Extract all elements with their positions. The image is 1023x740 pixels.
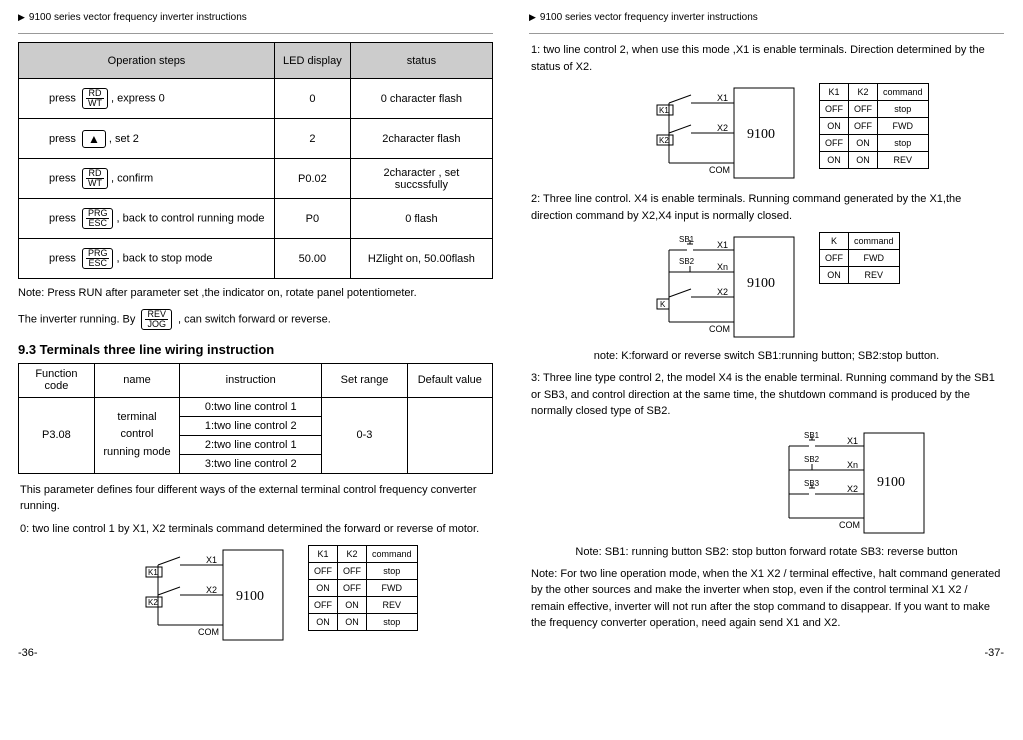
svg-text:K: K	[660, 300, 666, 309]
prg-esc-key: PRGESC	[82, 208, 114, 229]
svg-text:X2: X2	[717, 123, 728, 133]
page-left: 9100 series vector frequency inverter in…	[0, 0, 511, 665]
svg-text:COM: COM	[839, 520, 860, 530]
para-defines: This parameter defines four different wa…	[20, 482, 491, 515]
svg-text:COM: COM	[198, 627, 219, 637]
svg-text:9100: 9100	[747, 276, 775, 291]
op-h2: status	[350, 43, 492, 79]
svg-text:X2: X2	[206, 585, 217, 595]
page-right: 9100 series vector frequency inverter in…	[511, 0, 1022, 665]
rev-jog-key: REV JOG	[141, 309, 172, 330]
section-9-3: 9.3 Terminals three line wiring instruct…	[18, 342, 493, 357]
svg-text:X1: X1	[847, 436, 858, 446]
svg-text:X1: X1	[717, 240, 728, 250]
svg-text:X2: X2	[847, 484, 858, 494]
svg-text:X2: X2	[717, 287, 728, 297]
para-mode0: 0: two line control 1 by X1, X2 terminal…	[20, 521, 491, 538]
wiring-mode3: 9100 SB1 X1 SB2 Xn SB3 X2 COM	[769, 428, 1004, 538]
svg-text:Xn: Xn	[717, 262, 728, 272]
wiring-mode2: 9100 SB1 X1 SB2 Xn K X2 COM KcommandOFFF…	[649, 232, 1004, 342]
note-jog: The inverter running. By REV JOG , can s…	[18, 309, 493, 330]
svg-text:X1: X1	[717, 93, 728, 103]
svg-text:K2: K2	[659, 136, 669, 145]
svg-text:K1: K1	[659, 106, 669, 115]
truth-mode0: K1K2commandOFFOFFstopONOFFFWDOFFONREVONO…	[308, 545, 418, 631]
prg-esc-key: PRGESC	[82, 248, 114, 269]
note-k: note: K:forward or reverse switch SB1:ru…	[529, 350, 1004, 362]
svg-text:COM: COM	[709, 324, 730, 334]
page-num-right: -37-	[984, 647, 1004, 659]
truth-mode2: KcommandOFFFWDONREV	[819, 232, 900, 284]
wiring-diagram-2: 9100 SB1 X1 SB2 Xn K X2 COM	[649, 232, 799, 342]
page-num-left: -36-	[18, 647, 38, 659]
wiring-diagram-1: 9100 K1 X1 K2 X2 COM	[649, 83, 799, 183]
svg-text:SB2: SB2	[804, 455, 820, 464]
svg-text:COM: COM	[709, 165, 730, 175]
wiring-mode1: 9100 K1 X1 K2 X2 COM K1K2commandOFFOFFst…	[649, 83, 1004, 183]
up-arrow-key: ▲	[82, 130, 106, 148]
right-p2: 2: Three line control. X4 is enable term…	[531, 191, 1002, 224]
header-rule	[18, 33, 493, 34]
op-h0: Operation steps	[19, 43, 275, 79]
svg-text:9100: 9100	[747, 127, 775, 142]
operation-steps-table: Operation steps LED display status press…	[18, 42, 493, 279]
doc-header: 9100 series vector frequency inverter in…	[18, 12, 493, 23]
op-h1: LED display	[274, 43, 350, 79]
rd-wt-key: RDWT	[82, 88, 108, 109]
right-p4: Note: For two line operation mode, when …	[531, 566, 1002, 632]
right-p3: 3: Three line type control 2, the model …	[531, 370, 1002, 420]
svg-text:9100: 9100	[236, 589, 264, 604]
header-rule-r	[529, 33, 1004, 34]
svg-text:SB2: SB2	[679, 257, 695, 266]
svg-text:Xn: Xn	[847, 460, 858, 470]
svg-text:X1: X1	[206, 555, 217, 565]
rd-wt-key: RDWT	[82, 168, 108, 189]
truth-mode1: K1K2commandOFFOFFstopONOFFFWDOFFONstopON…	[819, 83, 929, 169]
right-p1: 1: two line control 2, when use this mod…	[531, 42, 1002, 75]
wiring-mode0: 9100 K1 X1 K2 X2 COM K1K2commandOFFOFFst…	[138, 545, 493, 645]
wiring-diagram-3: 9100 SB1 X1 SB2 Xn SB3 X2 COM	[769, 428, 929, 538]
doc-header-r: 9100 series vector frequency inverter in…	[529, 12, 1004, 23]
note-run: Note: Press RUN after parameter set ,the…	[18, 285, 493, 303]
svg-text:SB1: SB1	[679, 235, 695, 244]
svg-text:9100: 9100	[877, 475, 905, 490]
wiring-diagram-0: 9100 K1 X1 K2 X2 COM	[138, 545, 288, 645]
svg-text:K1: K1	[148, 568, 158, 577]
terminals-table: Function code name instruction Set range…	[18, 363, 493, 474]
note-sb: Note: SB1: running button SB2: stop butt…	[529, 546, 1004, 558]
svg-text:K2: K2	[148, 598, 158, 607]
